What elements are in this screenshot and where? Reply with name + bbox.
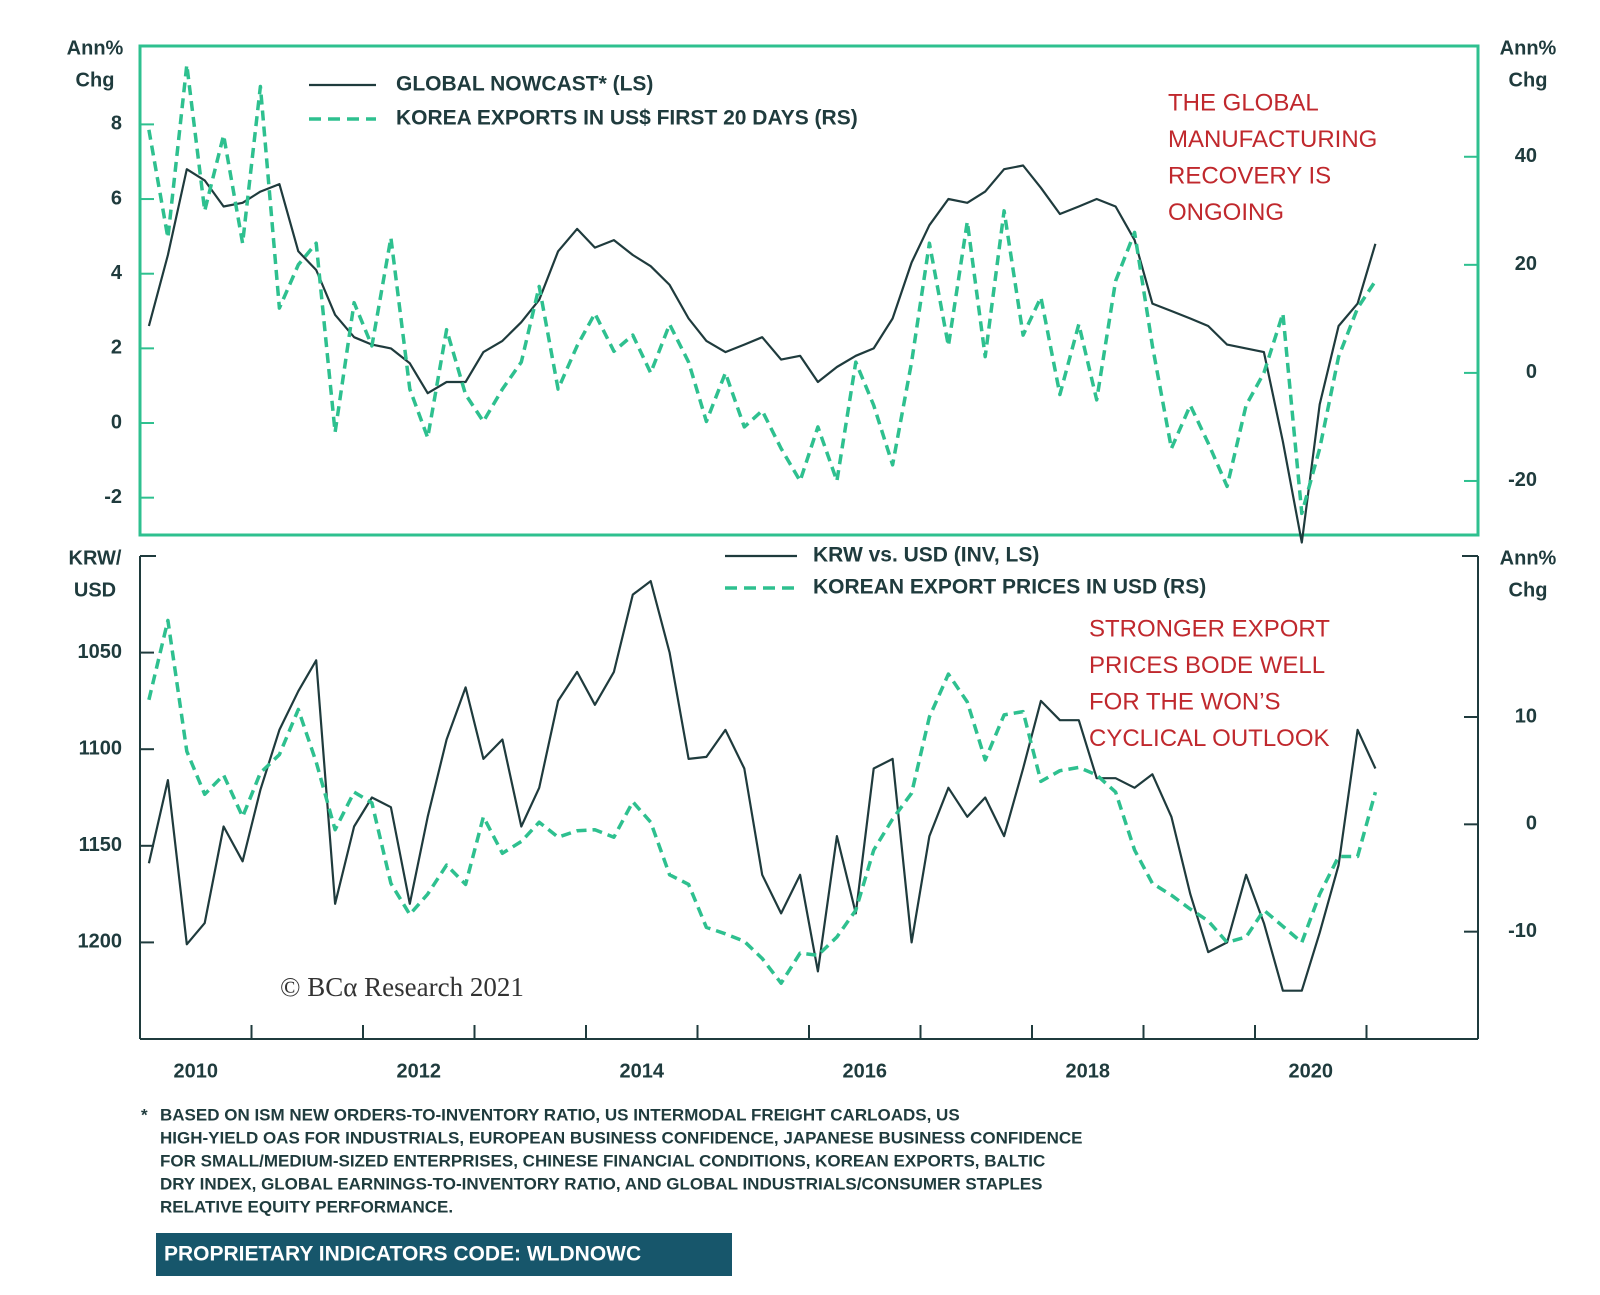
footnote-line: HIGH-YIELD OAS FOR INDUSTRIALS, EUROPEAN… <box>160 1128 1083 1147</box>
code-box <box>156 1233 732 1276</box>
y2-axis-label: Chg <box>1509 579 1548 601</box>
y-tick-label: 0 <box>111 411 122 433</box>
legend-label: KOREAN EXPORT PRICES IN USD (RS) <box>813 576 1206 599</box>
y2-tick-label: 20 <box>1515 253 1537 275</box>
x-tick-label: 2012 <box>397 1060 442 1082</box>
y2-tick-label: 0 <box>1526 813 1537 835</box>
x-tick-label: 2020 <box>1289 1060 1334 1082</box>
y2-tick-label: 40 <box>1515 145 1537 167</box>
y-tick-label: 2 <box>111 337 122 359</box>
annotation: FOR THE WON’S <box>1089 688 1281 715</box>
x-tick-label: 2014 <box>620 1060 665 1082</box>
y-tick-label: -2 <box>104 486 122 508</box>
series-line <box>147 164 1377 544</box>
series-line <box>147 580 1377 992</box>
y2-axis-label: Chg <box>1509 69 1548 91</box>
legend-label: KRW vs. USD (INV, LS) <box>813 544 1039 567</box>
y2-tick-label: 10 <box>1515 705 1537 727</box>
footnote-line: DRY INDEX, GLOBAL EARNINGS-TO-INVENTORY … <box>160 1174 1042 1193</box>
footnote-line: RELATIVE EQUITY PERFORMANCE. <box>160 1197 453 1216</box>
x-tick-label: 2018 <box>1066 1060 1111 1082</box>
annotation: RECOVERY IS <box>1168 162 1331 189</box>
y2-tick-label: -10 <box>1508 920 1537 942</box>
y-tick-label: 1050 <box>78 641 123 663</box>
top-frame <box>138 44 1480 537</box>
annotation: ONGOING <box>1168 199 1284 226</box>
y2-tick-label: 0 <box>1526 361 1537 383</box>
y-tick-label: 8 <box>111 113 122 135</box>
footnote-line: BASED ON ISM NEW ORDERS-TO-INVENTORY RAT… <box>160 1105 960 1124</box>
y-tick-label: 1200 <box>78 931 123 953</box>
y2-axis-label: Ann% <box>1500 547 1557 569</box>
y2-axis-label: Ann% <box>1500 37 1557 59</box>
y-axis-label: Chg <box>76 69 115 91</box>
x-tick-label: 2016 <box>843 1060 888 1082</box>
series-line <box>147 63 1377 516</box>
legend-label: GLOBAL NOWCAST* (LS) <box>396 73 653 96</box>
y-tick-label: 1150 <box>79 834 122 856</box>
annotation: PRICES BODE WELL <box>1089 652 1325 679</box>
y-tick-label: 1100 <box>79 737 122 759</box>
y2-tick-label: -20 <box>1508 469 1537 491</box>
footnote-line: FOR SMALL/MEDIUM-SIZED ENTERPRISES, CHIN… <box>160 1151 1045 1170</box>
y-axis-label: KRW/ <box>69 547 122 569</box>
y-axis-label: Ann% <box>67 37 124 59</box>
annotation: STRONGER EXPORT <box>1089 615 1330 642</box>
code-label: PROPRIETARY INDICATORS CODE: WLDNOWC <box>164 1243 641 1266</box>
x-tick-label: 2010 <box>174 1060 219 1082</box>
series-line <box>147 618 1378 985</box>
footnote-marker: * <box>141 1105 148 1124</box>
legend-label: KOREA EXPORTS IN US$ FIRST 20 DAYS (RS) <box>396 107 858 130</box>
watermark: © BCα Research 2021 <box>280 972 524 1002</box>
annotation: THE GLOBAL <box>1168 89 1319 116</box>
y-tick-label: 4 <box>111 262 123 284</box>
y-tick-label: 6 <box>111 187 122 209</box>
annotation: MANUFACTURING <box>1168 126 1377 153</box>
y-axis-label: USD <box>74 579 116 601</box>
annotation: CYCLICAL OUTLOOK <box>1089 725 1330 752</box>
